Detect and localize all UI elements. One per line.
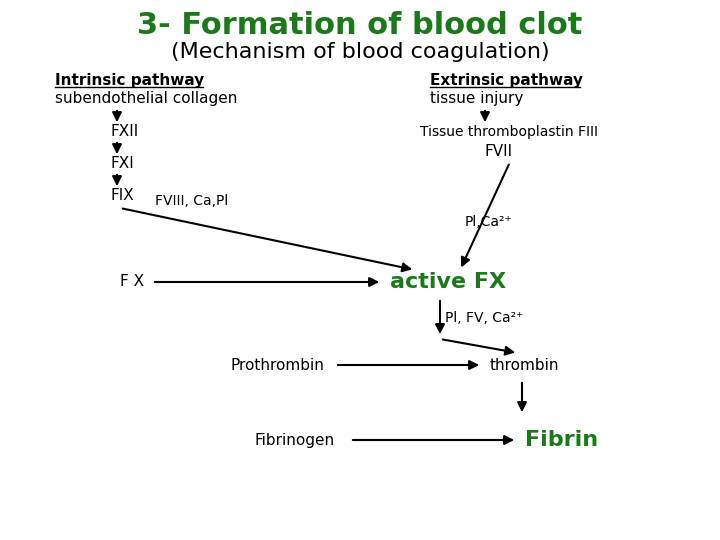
Text: Pl, FV, Ca²⁺: Pl, FV, Ca²⁺ [445,311,523,325]
Text: Tissue thromboplastin FIII: Tissue thromboplastin FIII [420,125,598,139]
Text: FXI: FXI [110,157,134,172]
Text: Fibrinogen: Fibrinogen [255,433,335,448]
Text: active FX: active FX [390,272,506,292]
Text: FVII: FVII [485,145,513,159]
Text: (Mechanism of blood coagulation): (Mechanism of blood coagulation) [171,42,549,62]
Text: Pl,Ca²⁺: Pl,Ca²⁺ [465,215,513,229]
Text: FIX: FIX [110,188,134,204]
Text: FXII: FXII [110,125,138,139]
Text: Prothrombin: Prothrombin [230,357,324,373]
Text: Extrinsic pathway: Extrinsic pathway [430,72,583,87]
Text: Fibrin: Fibrin [525,430,598,450]
Text: 3- Formation of blood clot: 3- Formation of blood clot [138,10,582,39]
Text: subendothelial collagen: subendothelial collagen [55,91,238,105]
Text: thrombin: thrombin [490,357,559,373]
Text: tissue injury: tissue injury [430,91,523,105]
Text: Intrinsic pathway: Intrinsic pathway [55,72,204,87]
Text: F X: F X [120,274,144,289]
Text: FVIII, Ca,Pl: FVIII, Ca,Pl [155,194,228,208]
